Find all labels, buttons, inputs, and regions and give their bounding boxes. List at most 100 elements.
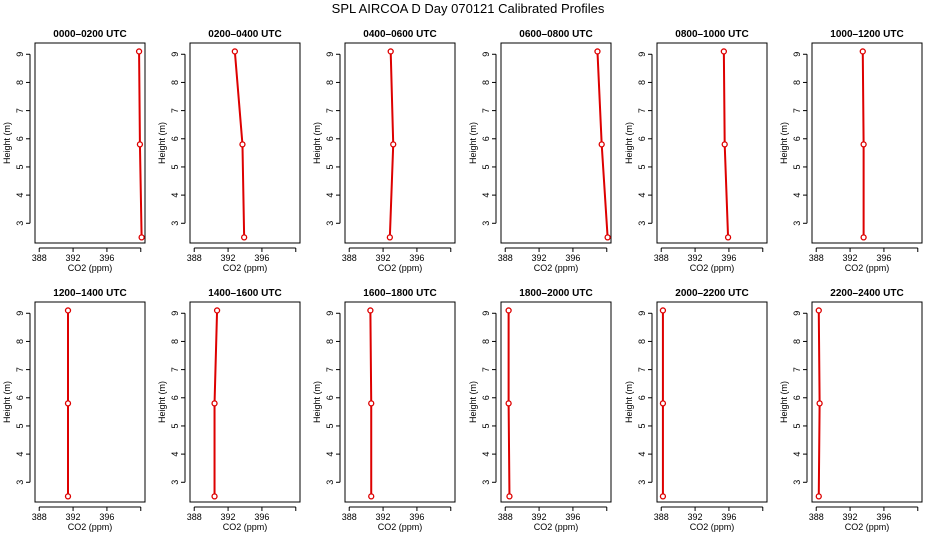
x-tick-label: 392 <box>843 512 858 522</box>
y-axis-label: Height (m) <box>2 122 12 164</box>
x-tick-label: 396 <box>254 253 269 263</box>
plot-frame <box>344 42 456 244</box>
panel-title: 1000–1200 UTC <box>830 29 903 40</box>
data-point <box>659 493 667 500</box>
y-tick-label: 9 <box>637 311 647 316</box>
y-tick-label: 6 <box>792 395 802 400</box>
y-tick-label: 3 <box>15 480 25 485</box>
x-tick-label: 392 <box>843 253 858 263</box>
y-axis-label: Height (m) <box>624 381 634 423</box>
y-tick-label: 6 <box>170 136 180 141</box>
x-tick-label: 388 <box>32 512 47 522</box>
plot-frame <box>189 42 301 244</box>
y-tick-label: 5 <box>170 164 180 169</box>
plot-frame <box>656 42 768 244</box>
x-tick-label: 388 <box>809 512 824 522</box>
panel-title: 1400–1600 UTC <box>208 288 281 299</box>
y-tick-label: 7 <box>170 108 180 113</box>
y-tick-label: 8 <box>637 339 647 344</box>
y-tick-label: 9 <box>15 311 25 316</box>
panel-title: 1600–1800 UTC <box>363 288 436 299</box>
y-tick-label: 9 <box>170 52 180 57</box>
y-tick-label: 4 <box>637 193 647 198</box>
y-tick-label: 3 <box>637 221 647 226</box>
y-tick-label: 3 <box>481 221 491 226</box>
y-tick-label: 8 <box>792 339 802 344</box>
x-tick-label: 388 <box>654 253 669 263</box>
y-axis-label: Height (m) <box>779 122 789 164</box>
data-point <box>390 141 397 148</box>
x-axis-label: CO2 (ppm) <box>378 263 423 273</box>
y-tick-label: 3 <box>15 221 25 226</box>
y-axis-label: Height (m) <box>779 381 789 423</box>
y-tick-label: 9 <box>325 52 335 57</box>
panel-title: 0400–0600 UTC <box>363 29 436 40</box>
y-tick-label: 8 <box>637 80 647 85</box>
data-point <box>594 48 601 55</box>
y-tick-label: 4 <box>481 193 491 198</box>
data-point <box>505 307 512 314</box>
y-tick-label: 3 <box>325 480 335 485</box>
data-point <box>135 48 143 55</box>
x-tick-label: 392 <box>532 512 547 522</box>
x-axis-label: CO2 (ppm) <box>534 263 579 273</box>
x-tick-label: 392 <box>688 253 703 263</box>
data-point <box>241 234 248 241</box>
y-tick-label: 3 <box>792 480 802 485</box>
data-point <box>720 48 727 55</box>
x-axis-label: CO2 (ppm) <box>378 522 423 532</box>
data-point <box>138 234 145 241</box>
y-tick-label: 6 <box>15 136 25 141</box>
x-tick-label: 392 <box>221 512 236 522</box>
data-point <box>368 400 375 407</box>
y-tick-label: 3 <box>637 480 647 485</box>
x-tick-label: 396 <box>876 253 891 263</box>
y-tick-label: 6 <box>15 395 25 400</box>
data-point <box>506 493 513 500</box>
x-tick-label: 388 <box>342 253 357 263</box>
y-tick-label: 5 <box>637 164 647 169</box>
x-tick-label: 396 <box>409 512 424 522</box>
y-tick-label: 7 <box>792 367 802 372</box>
y-tick-label: 9 <box>170 311 180 316</box>
data-point <box>505 400 512 407</box>
y-tick-label: 6 <box>792 136 802 141</box>
y-tick-label: 4 <box>325 193 335 198</box>
data-point <box>64 493 72 500</box>
panel-title: 1200–1400 UTC <box>53 288 126 299</box>
data-point <box>64 307 72 314</box>
y-tick-label: 9 <box>792 311 802 316</box>
panel-title: 0600–0800 UTC <box>519 29 592 40</box>
y-tick-label: 6 <box>637 136 647 141</box>
panel-title: 2200–2400 UTC <box>830 288 903 299</box>
y-tick-label: 7 <box>637 108 647 113</box>
y-tick-label: 9 <box>637 52 647 57</box>
y-tick-label: 4 <box>637 452 647 457</box>
data-point <box>816 400 823 407</box>
data-point <box>859 48 866 55</box>
y-tick-label: 7 <box>481 367 491 372</box>
y-tick-label: 9 <box>15 52 25 57</box>
y-tick-label: 5 <box>481 423 491 428</box>
y-tick-label: 9 <box>325 311 335 316</box>
y-tick-label: 3 <box>792 221 802 226</box>
x-tick-label: 392 <box>376 253 391 263</box>
data-point <box>239 141 246 148</box>
y-tick-label: 7 <box>15 108 25 113</box>
data-point <box>598 141 605 148</box>
y-axis-label: Height (m) <box>157 122 167 164</box>
plot-frame <box>500 301 612 503</box>
y-tick-label: 6 <box>325 395 335 400</box>
x-axis-label: CO2 (ppm) <box>845 263 890 273</box>
figure-title: SPL AIRCOA D Day 070121 Calibrated Profi… <box>332 1 605 16</box>
data-point <box>211 493 218 500</box>
plot-frame <box>811 301 923 503</box>
